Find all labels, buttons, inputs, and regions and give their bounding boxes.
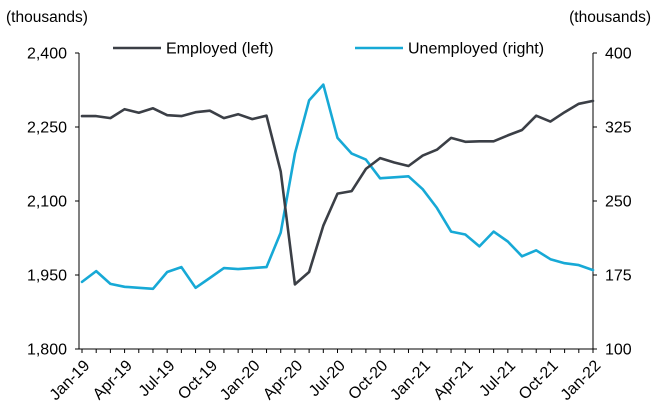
- left-axis-tick-label: 1,800: [27, 342, 67, 359]
- x-axis-tick-label: Oct-19: [175, 357, 221, 403]
- unemployed-series-line: [80, 83, 595, 291]
- right-axis-tick-label: 100: [605, 342, 632, 359]
- x-axis-tick-label: Jul-21: [476, 357, 519, 400]
- x-axis-tick-label: Jul-19: [136, 357, 179, 400]
- legend-label-employed: Employed (left): [166, 41, 274, 58]
- left-axis-tick-label: 2,400: [27, 46, 67, 63]
- axes: 1,800 1,950 2,100 2,250 2,400 100 175 250 325 400…: [27, 46, 632, 404]
- left-axis-tick-label: 1,950: [27, 268, 67, 285]
- x-axis-tick-label: Apr-19: [90, 357, 136, 403]
- x-axis-tick-label: Jan-22: [558, 357, 605, 404]
- employed-series-line: [80, 99, 595, 286]
- x-axis-tick-label: Jan-19: [47, 357, 94, 404]
- x-axis-tick-label: Oct-21: [516, 357, 562, 403]
- right-axis-tick-label: 175: [605, 268, 632, 285]
- x-axis-tick-label: Jan-20: [217, 357, 264, 404]
- left-axis-tick-label: 2,100: [27, 194, 67, 211]
- right-axis-tick-label: 400: [605, 46, 632, 63]
- right-axis-tick-label: 325: [605, 120, 632, 137]
- x-axis-tick-label: Oct-20: [345, 357, 391, 403]
- x-axis-tick-label: Apr-21: [431, 357, 477, 403]
- x-axis-tick-label: Jul-20: [306, 357, 349, 400]
- right-axis-unit-label: (thousands): [569, 9, 651, 26]
- x-axis-tick-label: Apr-20: [260, 357, 306, 403]
- left-axis-tick-label: 2,250: [27, 120, 67, 137]
- legend: Employed (left) Unemployed (right): [113, 41, 544, 58]
- legend-label-unemployed: Unemployed (right): [408, 41, 544, 58]
- left-axis-unit-label: (thousands): [6, 9, 88, 26]
- right-axis-tick-label: 250: [605, 194, 632, 211]
- series-layer: [80, 83, 595, 291]
- x-axis-tick-label: Jan-21: [387, 357, 434, 404]
